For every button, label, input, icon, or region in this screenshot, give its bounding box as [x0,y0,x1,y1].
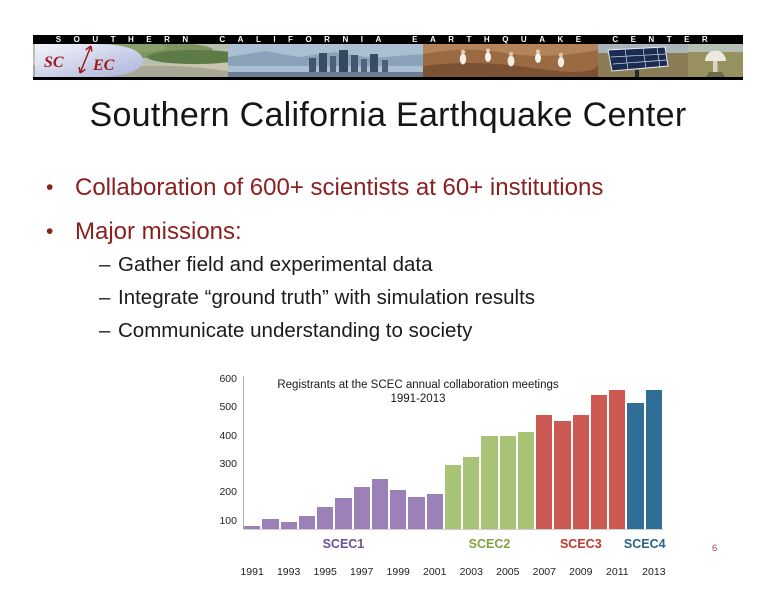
x-axis-tick-2005: 2005 [496,566,520,578]
slide-title: Southern California Earthquake Center [89,96,687,134]
sub-bullet-integrate: – Integrate “ground truth” with simulatio… [99,286,535,310]
bar-1994 [298,515,316,529]
bar-1998 [371,478,389,529]
era-label-scec3: SCEC3 [559,537,602,551]
bar-1997 [353,487,370,529]
gps-antenna-photo [688,44,743,77]
x-axis-tick-2009: 2009 [569,566,593,578]
scec-logo: SC EC [35,44,143,77]
bar-2005 [499,435,516,529]
y-axis-tick-200: 200 [219,486,237,499]
bar-2008 [554,420,571,529]
registrants-chart: Registrants at the SCEC annual collabora… [208,372,688,584]
bullet-item-missions: • Major missions: [46,218,242,246]
fault-slash-icon [78,45,93,74]
x-axis-tick-1997: 1997 [350,566,374,578]
bar-2004 [481,436,498,529]
y-axis-line [243,376,244,529]
era-label-scec2: SCEC2 [468,537,511,551]
sub-bullet-text: Integrate “ground truth” with simulation… [118,286,536,309]
banner-bottom-rule [33,77,743,80]
bullet-text: Major missions: [75,218,242,245]
x-axis-line [243,529,663,530]
chart-title: Registrants at the SCEC annual collabora… [277,379,559,391]
y-axis-tick-600: 600 [219,373,237,385]
y-axis-tick-100: 100 [219,514,237,527]
bar-1993 [280,522,297,529]
x-axis-tick-1995: 1995 [313,566,337,578]
bar-2009 [572,414,589,529]
bullet-dot-icon: • [46,176,54,199]
banner-photo-strip: SC EC [33,44,743,77]
bar-2013 [645,390,662,529]
bar-2000 [408,497,425,529]
page-number: 6 [712,543,718,554]
x-axis-tick-2007: 2007 [532,566,556,578]
bar-2010 [590,394,608,529]
chart-title-block: Registrants at the SCEC annual collabora… [262,379,574,406]
sub-bullet-gather-data: – Gather field and experimental data [99,253,433,277]
la-skyline-photo [228,44,423,77]
bar-2003 [463,457,480,529]
bar-2011 [609,389,626,529]
bullet-dot-icon: • [46,220,54,243]
bar-1999 [390,489,407,529]
dash-marker-icon: – [99,319,111,342]
bar-2002 [444,464,462,529]
x-axis-tick-1991: 1991 [240,566,264,578]
bar-1995 [317,507,334,529]
x-axis-tick-2011: 2011 [606,566,629,578]
bar-2001 [426,494,443,529]
y-axis-tick-500: 500 [219,401,237,414]
era-label-scec1: SCEC1 [322,537,365,551]
dash-marker-icon: – [99,286,111,309]
bar-1996 [335,498,352,529]
dash-marker-icon: – [99,253,111,276]
scec-logo-text-left: SC [44,54,64,71]
banner-title-strip: SOUTHERN CALIFORNIA EARTHQUAKE CENTER [33,35,743,44]
y-axis-tick-300: 300 [219,457,237,470]
bar-2007 [536,414,553,529]
chart-subtitle: 1991-2013 [390,392,446,405]
x-axis-tick-2013: 2013 [642,566,666,578]
bullet-item-collaboration: • Collaboration of 600+ scientists at 60+… [46,174,603,202]
scec-logo-text-right: EC [92,57,115,74]
x-axis-tick-2003: 2003 [459,566,483,578]
scec-banner: SOUTHERN CALIFORNIA EARTHQUAKE CENTER [33,35,743,80]
x-axis-tick-1999: 1999 [386,566,410,578]
sub-bullet-communicate: – Communicate understanding to society [99,319,472,343]
bar-2012 [627,403,644,529]
bar-1992 [262,519,279,529]
bar-2006 [517,431,535,529]
solar-panel-photo [598,44,688,77]
sub-bullet-text: Gather field and experimental data [118,253,433,276]
sub-bullet-text: Communicate understanding to society [118,319,473,342]
y-axis-tick-400: 400 [219,429,237,442]
x-axis-tick-2001: 2001 [423,566,447,578]
era-label-scec4: SCEC4 [623,537,666,551]
bullet-text: Collaboration of 600+ scientists at 60+ … [75,174,604,201]
field-crew-photo [423,44,598,77]
bar-1991 [244,526,261,529]
x-axis-tick-1993: 1993 [276,566,301,578]
